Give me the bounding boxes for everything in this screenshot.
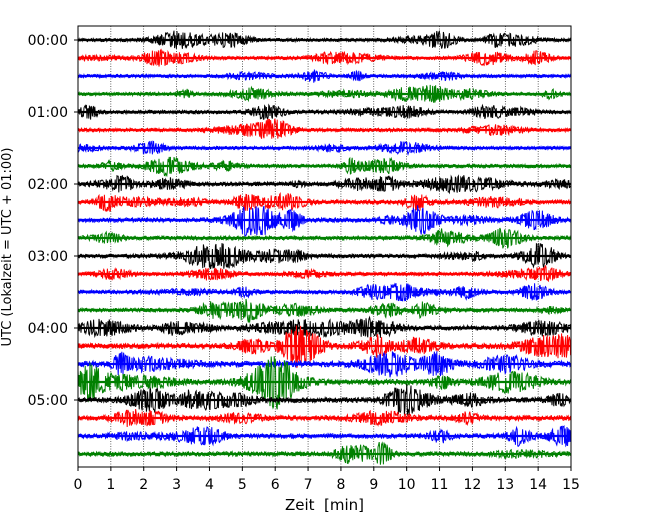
trace-line — [77, 48, 572, 67]
trace-line — [77, 118, 572, 139]
x-tick-label: 15 — [562, 477, 580, 493]
x-tick-label: 9 — [369, 477, 378, 493]
x-axis-label: Zeit [min] — [285, 496, 364, 514]
x-tick-label: 10 — [398, 477, 416, 493]
trace-line — [77, 409, 572, 428]
y-axis-label: UTC (Lokalzeit = UTC + 01:00) — [0, 148, 15, 347]
x-tick-label: 7 — [304, 477, 313, 493]
x-tick-label: 12 — [463, 477, 481, 493]
y-tick-label: 00:00 — [28, 33, 68, 49]
x-tick-label: 1 — [106, 477, 115, 493]
trace-line — [77, 325, 572, 368]
x-tick-label: 11 — [431, 477, 449, 493]
trace-line — [77, 441, 571, 465]
y-tick-label: 02:00 — [28, 177, 68, 193]
y-axis-ticks: 00:00 01:00 02:00 03:00 04:00 05:00 — [28, 33, 78, 409]
plot-frame — [77, 25, 572, 468]
y-tick-label: 01:00 — [28, 105, 68, 121]
x-tick-label: 5 — [238, 477, 247, 493]
y-tick-label: 05:00 — [28, 393, 68, 409]
trace-line — [77, 227, 572, 249]
traces — [77, 29, 572, 465]
trace-line — [77, 103, 572, 120]
y-tick-label: 04:00 — [28, 321, 68, 337]
trace-line — [77, 156, 571, 178]
y-tick-label: 03:00 — [28, 249, 68, 265]
x-tick-label: 13 — [496, 477, 514, 493]
x-axis-ticks: 0 1 2 3 4 5 6 7 8 9 10 11 12 13 14 15 — [74, 467, 580, 493]
x-tick-label: 2 — [139, 477, 148, 493]
trace-line — [77, 298, 572, 323]
x-tick-label: 14 — [529, 477, 547, 493]
x-tick-label: 0 — [74, 477, 83, 493]
x-tick-label: 8 — [336, 477, 345, 493]
x-tick-label: 4 — [205, 477, 214, 493]
x-tick-label: 3 — [172, 477, 181, 493]
x-tick-label: 6 — [271, 477, 280, 493]
trace-line — [77, 356, 572, 410]
trace-line — [77, 29, 572, 50]
